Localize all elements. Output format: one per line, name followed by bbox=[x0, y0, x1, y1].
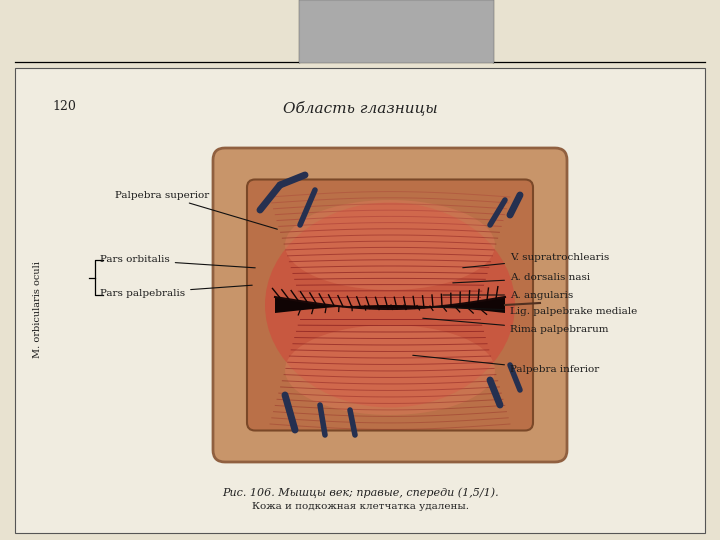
FancyBboxPatch shape bbox=[247, 179, 533, 430]
Text: Rima palpebrarum: Rima palpebrarum bbox=[423, 318, 608, 334]
Bar bbox=[15, 68, 705, 533]
Text: A. angularis: A. angularis bbox=[443, 291, 573, 300]
Text: Lig. palpebrake mediale: Lig. palpebrake mediale bbox=[433, 307, 637, 316]
Ellipse shape bbox=[285, 200, 495, 290]
Ellipse shape bbox=[265, 202, 515, 408]
Polygon shape bbox=[275, 297, 505, 313]
Text: Pars orbitalis: Pars orbitalis bbox=[100, 255, 255, 268]
Text: Кожа и подкожная клетчатка удалены.: Кожа и подкожная клетчатка удалены. bbox=[251, 502, 469, 511]
Text: Рис. 106. Мышцы век; правые, спереди (1,5/1).: Рис. 106. Мышцы век; правые, спереди (1,… bbox=[222, 487, 498, 498]
Text: Pars palpebralis: Pars palpebralis bbox=[100, 285, 252, 298]
Text: 120: 120 bbox=[52, 100, 76, 113]
Text: Palpebra inferior: Palpebra inferior bbox=[413, 355, 599, 375]
Text: Palpebra superior: Palpebra superior bbox=[115, 191, 277, 229]
Text: M. orbicularis oculi: M. orbicularis oculi bbox=[34, 261, 42, 359]
Text: Область глазницы: Область глазницы bbox=[283, 100, 437, 115]
Text: V. supratrochlearis: V. supratrochlearis bbox=[463, 253, 609, 268]
Text: A. dorsalis nasi: A. dorsalis nasi bbox=[453, 273, 590, 283]
Ellipse shape bbox=[285, 325, 495, 415]
FancyBboxPatch shape bbox=[213, 148, 567, 462]
Bar bbox=[299, 0, 493, 62]
